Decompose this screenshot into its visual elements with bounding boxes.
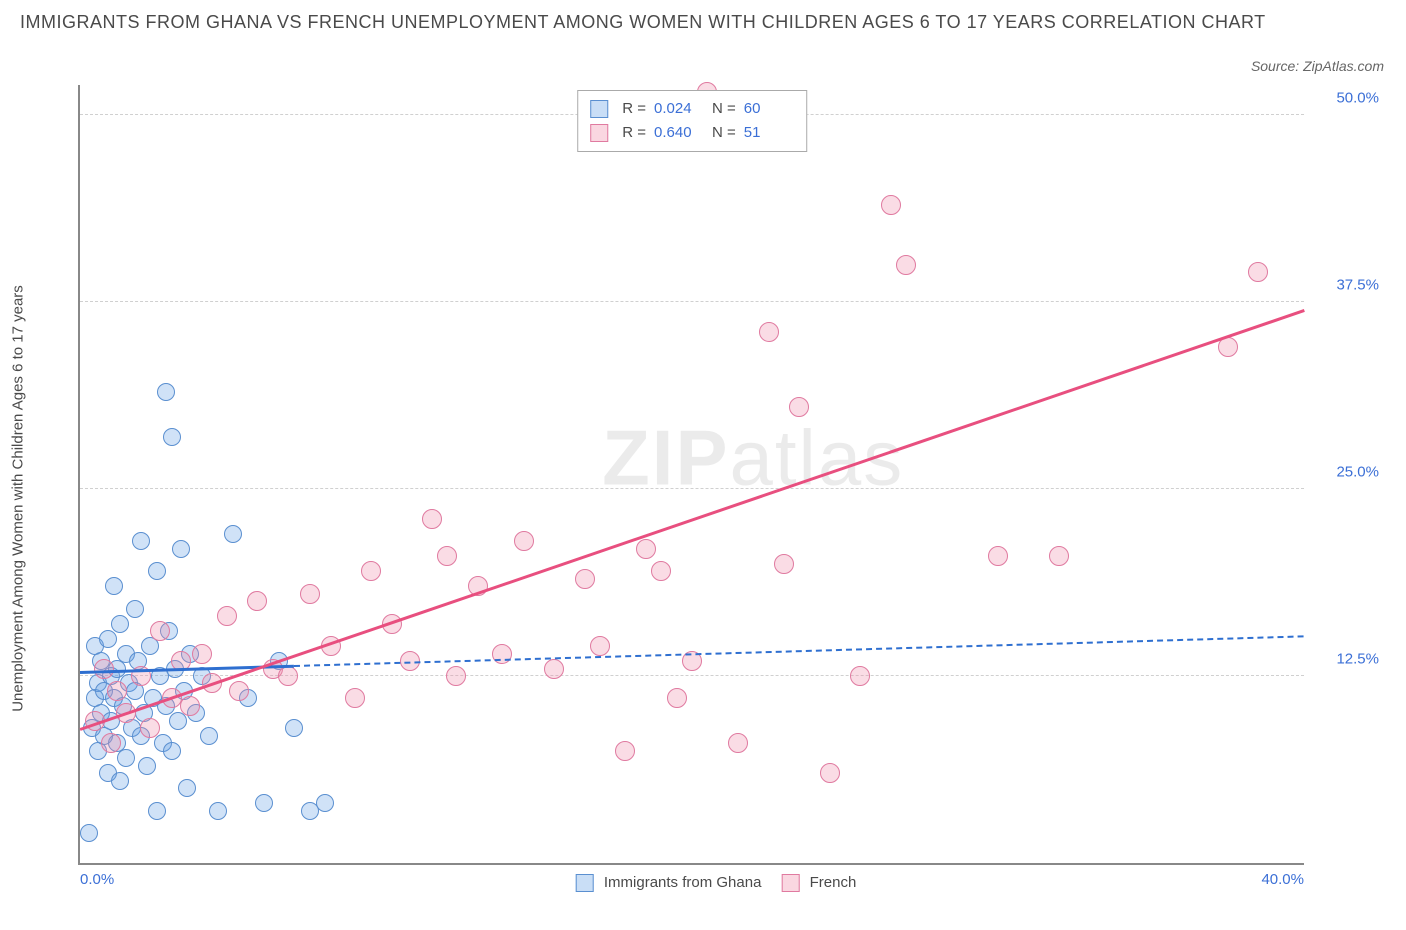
ghana-n-value: 60 [744,97,794,121]
y-tick-label: 50.0% [1336,89,1379,106]
gridline [80,675,1304,676]
data-point [94,659,114,679]
data-point [224,525,242,543]
data-point [285,719,303,737]
chart-container: Unemployment Among Women with Children A… [48,85,1384,895]
data-point [247,591,267,611]
data-point [345,688,365,708]
data-point [446,666,466,686]
french-swatch-icon [781,874,799,892]
french-swatch-icon [590,124,608,142]
y-tick-label: 12.5% [1336,650,1379,667]
data-point [316,794,334,812]
data-point [255,794,273,812]
data-point [850,666,870,686]
data-point [437,546,457,566]
data-point [107,681,127,701]
legend-item-ghana: Immigrants from Ghana [576,874,762,892]
data-point [651,561,671,581]
source-label: Source: ZipAtlas.com [1251,58,1384,74]
plot-area: R = 0.024 N = 60 R = 0.640 N = 51 ZIPatl… [78,85,1304,865]
ghana-r-value: 0.024 [654,97,704,121]
data-point [209,802,227,820]
data-point [590,636,610,656]
data-point [575,569,595,589]
data-point [422,509,442,529]
data-point [1248,262,1268,282]
x-tick-label: 40.0% [1261,871,1304,888]
data-point [111,615,129,633]
data-point [117,749,135,767]
stats-legend: R = 0.024 N = 60 R = 0.640 N = 51 [577,90,807,152]
y-axis-label: Unemployment Among Women with Children A… [10,285,27,712]
data-point [80,824,98,842]
data-point [105,577,123,595]
data-point [192,644,212,664]
watermark: ZIPatlas [602,413,904,504]
data-point [101,733,121,753]
data-point [636,539,656,559]
data-point [1049,546,1069,566]
data-point [138,757,156,775]
data-point [178,779,196,797]
data-point [111,772,129,790]
data-point [544,659,564,679]
data-point [126,600,144,618]
data-point [163,742,181,760]
data-point [988,546,1008,566]
data-point [148,802,166,820]
gridline [80,488,1304,489]
x-tick-label: 0.0% [80,871,114,888]
french-r-value: 0.640 [654,121,704,145]
data-point [759,322,779,342]
data-point [150,621,170,641]
data-point [361,561,381,581]
data-point [157,383,175,401]
data-point [789,397,809,417]
data-point [180,696,200,716]
data-point [200,727,218,745]
data-point [615,741,635,761]
data-point [728,733,748,753]
gridline [80,301,1304,302]
data-point [774,554,794,574]
data-point [667,688,687,708]
data-point [514,531,534,551]
legend-item-french: French [781,874,856,892]
data-point [163,428,181,446]
ghana-swatch-icon [576,874,594,892]
y-tick-label: 25.0% [1336,463,1379,480]
bottom-legend: Immigrants from Ghana French [576,874,857,892]
french-n-value: 51 [744,121,794,145]
data-point [229,681,249,701]
data-point [300,584,320,604]
data-point [99,630,117,648]
y-tick-label: 37.5% [1336,276,1379,293]
ghana-swatch-icon [590,100,608,118]
data-point [217,606,237,626]
data-point [278,666,298,686]
data-point [172,540,190,558]
data-point [132,532,150,550]
data-point [140,718,160,738]
stats-row-ghana: R = 0.024 N = 60 [590,97,794,121]
trend-line [294,636,1304,668]
chart-title: IMMIGRANTS FROM GHANA VS FRENCH UNEMPLOY… [20,12,1386,33]
data-point [820,763,840,783]
data-point [896,255,916,275]
stats-row-french: R = 0.640 N = 51 [590,121,794,145]
data-point [881,195,901,215]
data-point [148,562,166,580]
